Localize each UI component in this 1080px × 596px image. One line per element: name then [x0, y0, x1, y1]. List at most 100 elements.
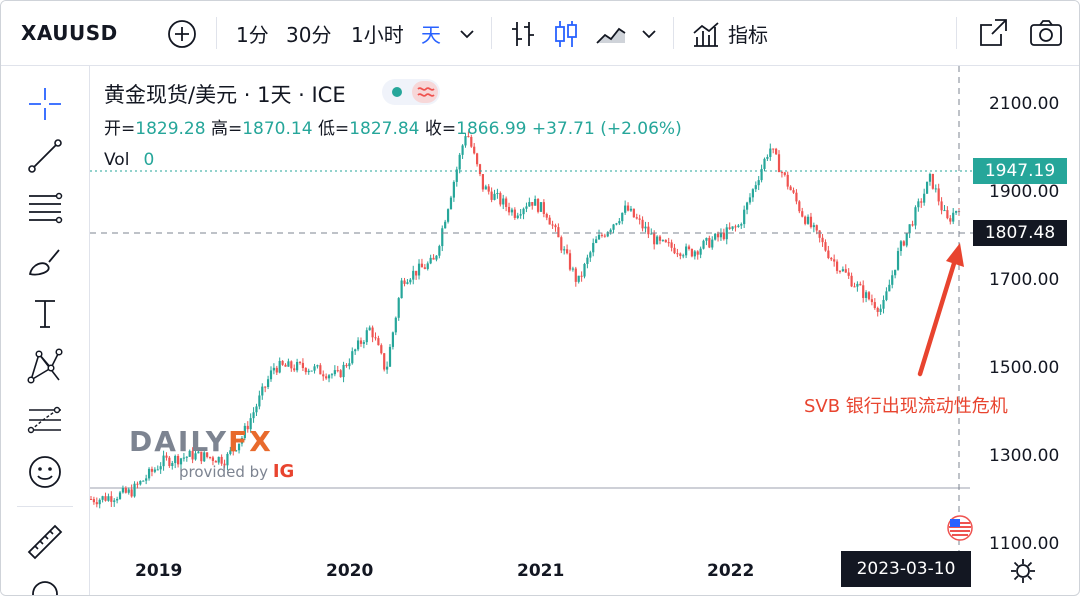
candle-body — [609, 229, 612, 233]
emoji-tool-icon[interactable] — [25, 452, 65, 496]
candle-body — [319, 365, 322, 375]
candle-body — [386, 366, 389, 370]
candle-body — [809, 216, 813, 228]
candle-body — [954, 211, 958, 213]
candle-body — [539, 202, 543, 212]
candle-body — [568, 253, 572, 270]
candle-body — [766, 156, 769, 159]
candle-body — [621, 212, 624, 222]
candle-body — [264, 386, 267, 388]
chart-settings-gear-icon[interactable] — [1009, 557, 1037, 589]
candle-body — [452, 181, 455, 198]
brush-tool-icon[interactable] — [25, 242, 65, 286]
candle-body — [647, 226, 650, 235]
candle-body — [888, 284, 891, 292]
legend-title[interactable]: 黄金现货/美元 · 1天 · ICE — [104, 83, 346, 107]
interval-1h[interactable]: 1小时 — [351, 23, 404, 47]
compare-add-icon[interactable] — [167, 19, 197, 53]
candle-body — [734, 226, 737, 228]
y-tick-label: 1100.00 — [989, 534, 1060, 554]
indicators-icon[interactable] — [691, 19, 721, 53]
candle-body — [211, 457, 215, 461]
candle-body — [592, 242, 595, 253]
watermark-fx: FX — [228, 425, 273, 458]
candle-body — [844, 269, 847, 273]
candle-body — [934, 188, 937, 190]
candle-body — [237, 443, 241, 451]
close-label: 收= — [424, 119, 457, 139]
candle-body — [458, 154, 461, 170]
zoom-tool-icon[interactable] — [25, 576, 65, 595]
interval-chevron-down-icon[interactable] — [459, 25, 475, 44]
indicators-button[interactable]: 指标 — [728, 23, 768, 47]
candle-body — [490, 191, 493, 200]
candle-body — [252, 412, 255, 419]
candle-body — [624, 205, 627, 213]
candle-body — [856, 283, 859, 287]
candle-body — [804, 216, 807, 224]
candlestick-type-icon[interactable] — [553, 19, 579, 53]
fib-retracement-tool-icon[interactable] — [25, 188, 65, 232]
us-economic-event-icon[interactable] — [947, 515, 973, 545]
candle-body — [147, 468, 151, 479]
candle-body — [693, 251, 696, 257]
candle-body — [330, 374, 334, 376]
candle-body — [824, 242, 827, 251]
candle-body — [95, 502, 98, 505]
candle-body — [136, 483, 139, 485]
candle-body — [818, 230, 821, 238]
candle-body — [635, 217, 638, 219]
candle-body — [685, 246, 688, 256]
candle-body — [481, 174, 485, 190]
price-chart-canvas[interactable] — [90, 66, 1079, 595]
candle-body — [217, 456, 220, 463]
candle-body — [606, 232, 609, 237]
bar-chart-type-icon[interactable] — [509, 19, 537, 53]
area-chart-type-icon[interactable] — [595, 21, 627, 51]
candle-body — [107, 496, 110, 501]
camera-snapshot-icon[interactable] — [1029, 19, 1063, 51]
candle-body — [597, 234, 601, 240]
candle-body — [281, 360, 284, 365]
candle-body — [612, 224, 615, 230]
candle-body — [882, 299, 885, 309]
market-status-badge[interactable] — [382, 79, 440, 105]
interval-1d[interactable]: 天 — [421, 23, 441, 47]
candle-body — [821, 237, 824, 243]
interval-30m[interactable]: 30分 — [286, 23, 332, 47]
text-tool-icon[interactable] — [25, 294, 65, 338]
candle-body — [618, 221, 621, 224]
candle-body — [798, 201, 801, 212]
candle-body — [249, 418, 252, 430]
candle-body — [696, 251, 699, 255]
candle-body — [525, 206, 528, 209]
forecast-tool-icon[interactable] — [25, 400, 65, 444]
candle-body — [716, 233, 720, 238]
candle-body — [258, 395, 261, 407]
watermark-provided-text: provided by — [179, 463, 269, 481]
candle-body — [583, 263, 586, 277]
candle-body — [339, 370, 342, 378]
toolbar-divider — [216, 17, 217, 49]
chart-type-chevron-down-icon[interactable] — [641, 25, 657, 44]
trend-line-tool-icon[interactable] — [25, 136, 65, 180]
symbol-selector[interactable]: XAUUSD — [21, 21, 118, 45]
candle-body — [510, 209, 514, 213]
candle-body — [179, 458, 183, 465]
svb-annotation-text: SVB 银行出现流动性危机 — [804, 396, 1008, 417]
fullscreen-icon[interactable] — [977, 17, 1009, 53]
candle-body — [493, 193, 496, 200]
crosshair-tool-icon[interactable] — [25, 84, 65, 128]
candle-body — [229, 450, 232, 454]
interval-1m[interactable]: 1分 — [236, 23, 269, 47]
candle-body — [150, 468, 154, 472]
candle-body — [133, 483, 136, 497]
candle-body — [226, 453, 229, 466]
candle-body — [287, 361, 290, 367]
candle-body — [359, 340, 363, 344]
pattern-tool-icon[interactable] — [25, 346, 65, 390]
candle-body — [266, 379, 270, 388]
candle-body — [240, 437, 244, 444]
ruler-measure-icon[interactable] — [25, 522, 65, 566]
candle-body — [728, 227, 731, 229]
